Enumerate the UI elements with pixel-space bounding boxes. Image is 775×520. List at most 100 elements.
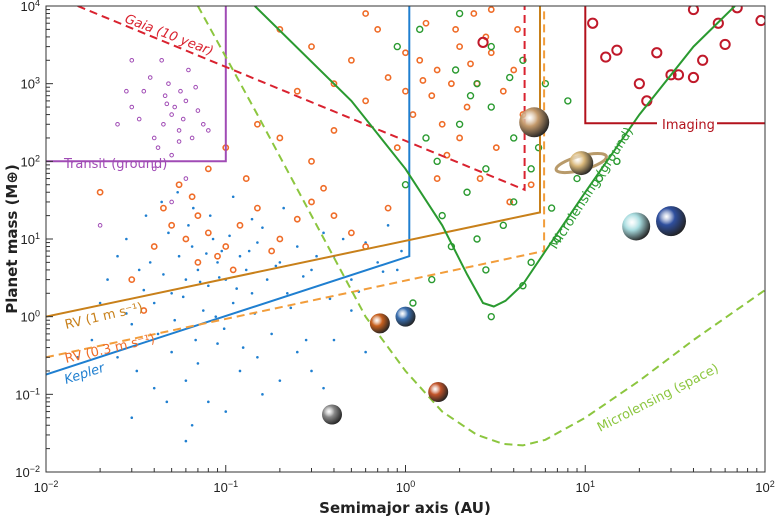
curve-micro-ground — [254, 6, 736, 308]
point-microlensing — [506, 73, 514, 82]
point-transit-space — [190, 423, 194, 427]
point-microlensing — [401, 181, 410, 189]
point-imaging — [712, 17, 724, 29]
point-transit-space — [222, 327, 226, 330]
point-transit-space — [261, 393, 264, 396]
point-radial-velocity — [506, 198, 514, 206]
exponent: −2 — [48, 479, 58, 489]
point-transit-space — [228, 234, 231, 238]
exponent: −2 — [30, 464, 40, 474]
point-transit-space — [235, 287, 238, 290]
point-transit-ground — [200, 121, 206, 127]
point-microlensing — [409, 299, 417, 307]
point-transit-space — [205, 252, 208, 255]
point-transit-space — [184, 439, 188, 443]
point-microlensing — [473, 235, 481, 243]
point-microlensing — [527, 258, 535, 267]
point-radial-velocity — [268, 247, 276, 255]
label-transit-ground: Transit (ground) — [63, 157, 167, 172]
planet-disc — [569, 151, 594, 176]
point-transit-space — [315, 254, 318, 258]
point-imaging — [687, 71, 700, 84]
point-radial-velocity — [96, 188, 104, 196]
point-microlensing — [451, 66, 460, 74]
point-transit-space — [176, 190, 179, 194]
planet-disc — [622, 212, 651, 241]
point-transit-ground — [136, 116, 142, 122]
curve-gaia — [77, 6, 526, 192]
planet-venus — [369, 313, 390, 334]
point-transit-ground — [172, 104, 178, 110]
point-radial-velocity — [276, 134, 284, 142]
point-transit-space — [170, 291, 173, 295]
point-transit-ground — [164, 101, 170, 107]
point-radial-velocity — [514, 25, 521, 33]
point-transit-space — [177, 254, 181, 258]
x-tick-label: 101 — [576, 479, 595, 495]
point-transit-space — [231, 301, 235, 305]
point-imaging — [651, 47, 663, 59]
point-microlensing — [487, 103, 495, 111]
point-transit-space — [332, 338, 336, 342]
point-imaging — [755, 14, 765, 27]
point-microlensing — [463, 188, 471, 196]
curve-rv03 — [46, 6, 546, 359]
curve-kepler — [46, 6, 411, 376]
point-transit-space — [220, 249, 224, 253]
x-tick-label: 102 — [755, 479, 774, 495]
point-microlensing — [527, 165, 535, 173]
point-radial-velocity — [433, 175, 441, 182]
point-radial-velocity — [384, 204, 392, 212]
point-radial-velocity — [362, 10, 370, 17]
exponent: −1 — [30, 386, 40, 396]
point-microlensing — [564, 97, 572, 105]
point-transit-space — [167, 231, 170, 235]
point-transit-space — [144, 214, 148, 217]
point-transit-ground — [155, 145, 161, 150]
point-radial-velocity — [527, 181, 535, 189]
point-transit-space — [130, 322, 134, 326]
point-transit-ground — [206, 128, 211, 133]
point-radial-velocity — [222, 243, 230, 250]
point-transit-space — [231, 195, 235, 199]
point-transit-ground — [124, 88, 129, 94]
point-radial-velocity — [330, 212, 338, 220]
planet-jupiter — [519, 107, 550, 138]
point-radial-velocity — [438, 120, 446, 128]
planet-disc — [369, 313, 390, 334]
point-imaging — [600, 51, 612, 63]
y-tick-label: 103 — [21, 76, 40, 92]
point-microlensing — [487, 42, 495, 51]
x-axis-title: Semimajor axis (AU) — [319, 499, 491, 517]
point-transit-ground — [183, 176, 189, 181]
point-radial-velocity — [347, 229, 355, 237]
point-transit-space — [187, 224, 190, 227]
exponent: 1 — [590, 479, 595, 489]
point-transit-space — [261, 226, 264, 229]
point-microlensing — [438, 211, 446, 220]
point-transit-ground — [161, 121, 166, 127]
point-transit-space — [137, 268, 141, 272]
point-radial-velocity — [487, 49, 495, 57]
point-transit-ground — [169, 112, 174, 117]
point-microlensing — [433, 157, 441, 166]
point-transit-space — [207, 284, 210, 288]
point-radial-velocity — [433, 66, 441, 74]
point-transit-space — [301, 275, 305, 278]
y-tick-label: 104 — [21, 0, 40, 14]
point-transit-ground — [169, 152, 174, 158]
point-microlensing — [613, 157, 621, 166]
planet-disc — [519, 107, 550, 138]
point-transit-space — [135, 369, 139, 373]
point-imaging — [633, 78, 645, 90]
point-transit-ground — [129, 57, 135, 63]
point-radial-velocity — [463, 103, 471, 111]
point-transit-space — [322, 231, 325, 235]
solar-system-planets — [321, 107, 687, 425]
point-transit-space — [350, 309, 353, 312]
y-tick-label: 10−1 — [15, 386, 40, 402]
point-microlensing — [499, 221, 507, 230]
point-radial-velocity — [416, 56, 424, 64]
point-transit-space — [386, 224, 390, 227]
point-microlensing — [510, 198, 518, 206]
